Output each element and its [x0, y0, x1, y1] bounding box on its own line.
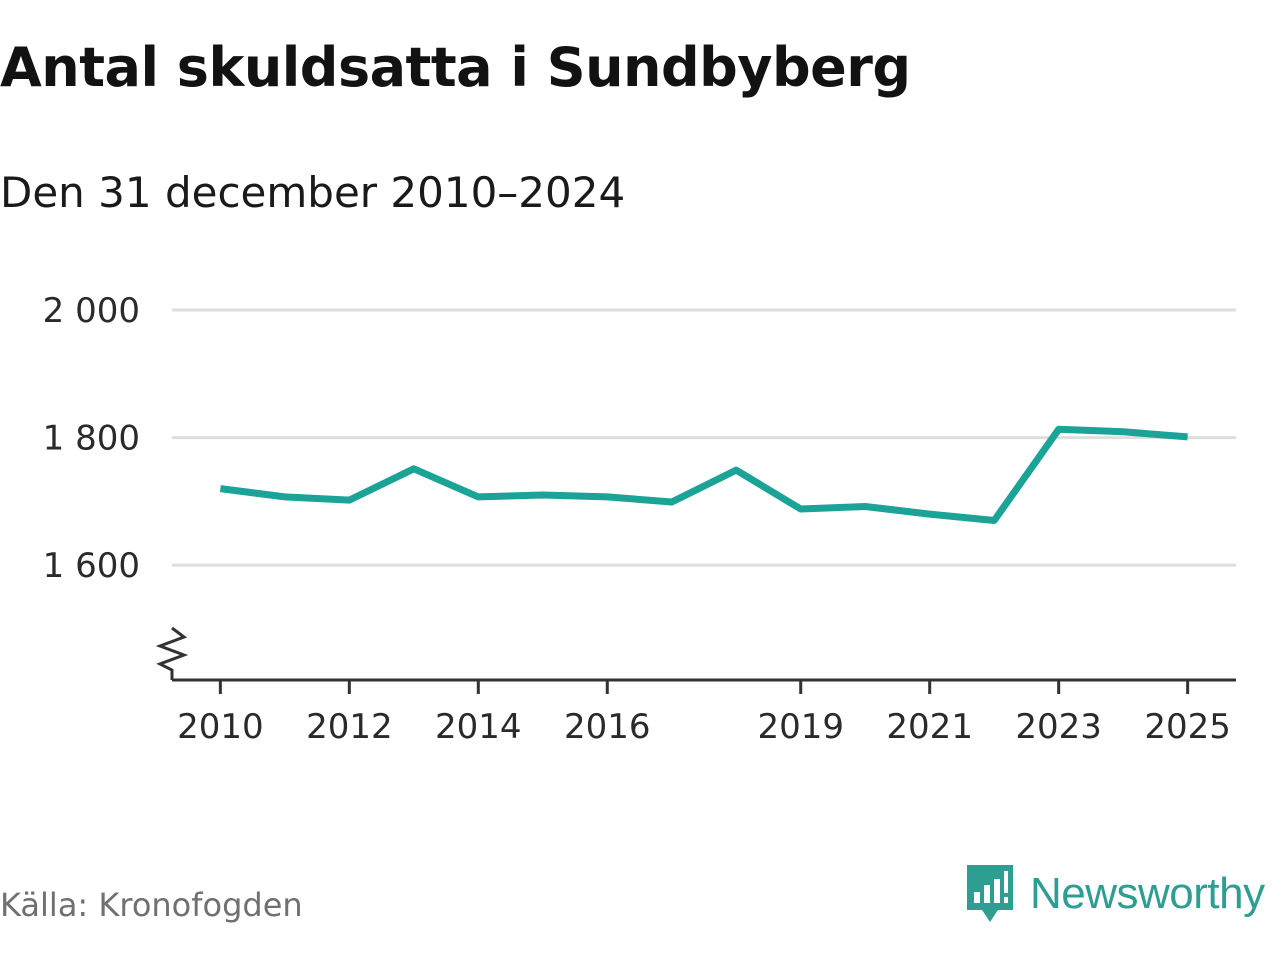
x-axis-labels: 2010 2012 2014 2016 2019 2021 2023 2025 [177, 707, 1231, 747]
axis-break-marker [155, 626, 189, 680]
x-tick-label: 2012 [306, 707, 393, 747]
x-tick-label: 2014 [435, 707, 522, 747]
series-line [219, 425, 1188, 524]
newsworthy-logo-icon [967, 865, 1013, 922]
brand-name: Newsworthy [1030, 869, 1265, 918]
y-tick-label: 1 800 [43, 419, 140, 459]
brand: Newsworthy [964, 862, 1265, 926]
x-tick-label: 2021 [886, 707, 973, 747]
x-tick-label: 2025 [1144, 707, 1231, 747]
x-tick-label: 2019 [757, 707, 844, 747]
y-axis-labels: 1 600 1 800 2 000 [43, 291, 140, 586]
y-tick-label: 1 600 [43, 546, 140, 586]
y-gridlines [172, 308, 1236, 567]
series-group [219, 425, 1188, 524]
x-tick-label: 2016 [564, 707, 651, 747]
chart-title: Antal skuldsatta i Sundbyberg [0, 36, 911, 99]
x-axis [155, 626, 1236, 694]
chart-subtitle: Den 31 december 2010–2024 [0, 168, 626, 217]
y-tick-label: 2 000 [43, 291, 140, 331]
x-tick-label: 2023 [1015, 707, 1102, 747]
source-note: Källa: Kronofogden [0, 886, 303, 924]
x-tick-label: 2010 [177, 707, 264, 747]
